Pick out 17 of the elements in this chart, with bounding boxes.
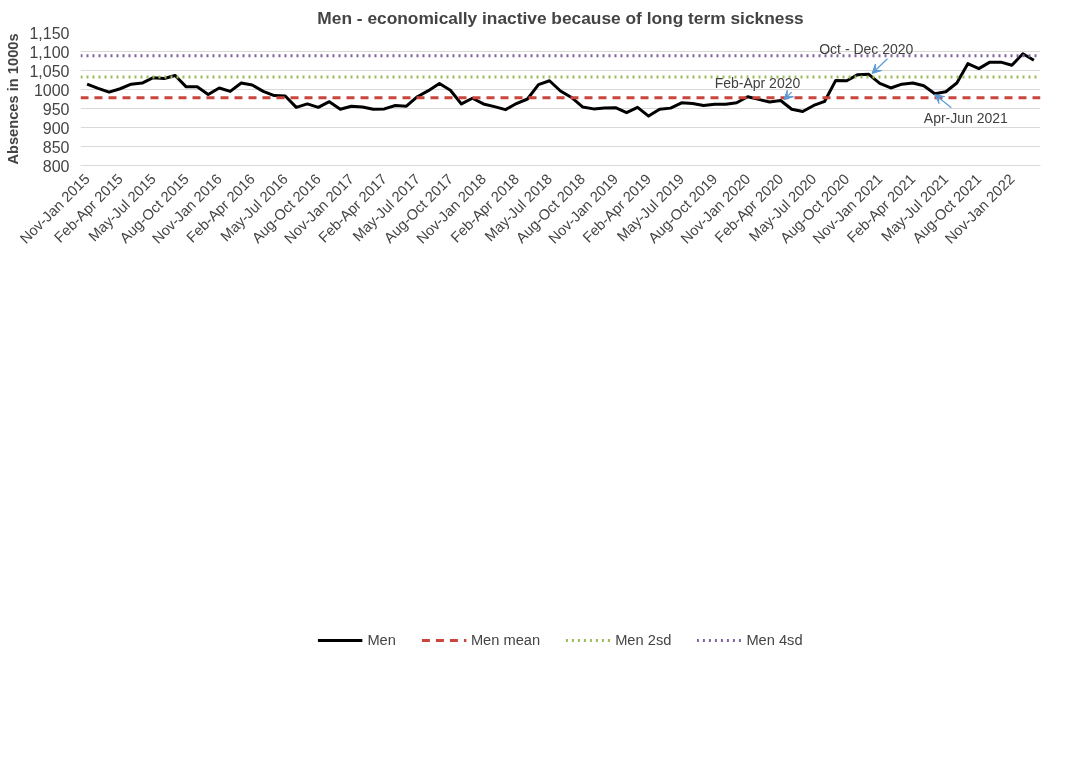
y-tick-label: 900	[42, 119, 70, 137]
y-tick-label: 850	[42, 138, 70, 156]
y-tick-label: 950	[42, 100, 70, 118]
annotation: Feb-Apr 2020	[714, 74, 801, 91]
legend-label: Men	[367, 632, 396, 648]
chart-title: Men - economically inactive because of long term sickness	[317, 7, 804, 28]
annotation: Oct - Dec 2020	[819, 41, 914, 58]
y-tick-label: 1,050	[29, 62, 70, 80]
legend-label: Men mean	[470, 632, 541, 648]
legend-label: Men 4sd	[746, 632, 803, 648]
y-tick-label: 1,150	[29, 24, 70, 42]
y-tick-label: 1000	[33, 81, 70, 99]
y-tick-label: 1,100	[29, 43, 70, 61]
annotation: Apr-Jun 2021	[923, 110, 1009, 127]
y-tick-label: 800	[42, 157, 70, 175]
y-axis-title: Absences in 1000s	[5, 33, 22, 165]
legend-label: Men 2sd	[615, 632, 672, 648]
